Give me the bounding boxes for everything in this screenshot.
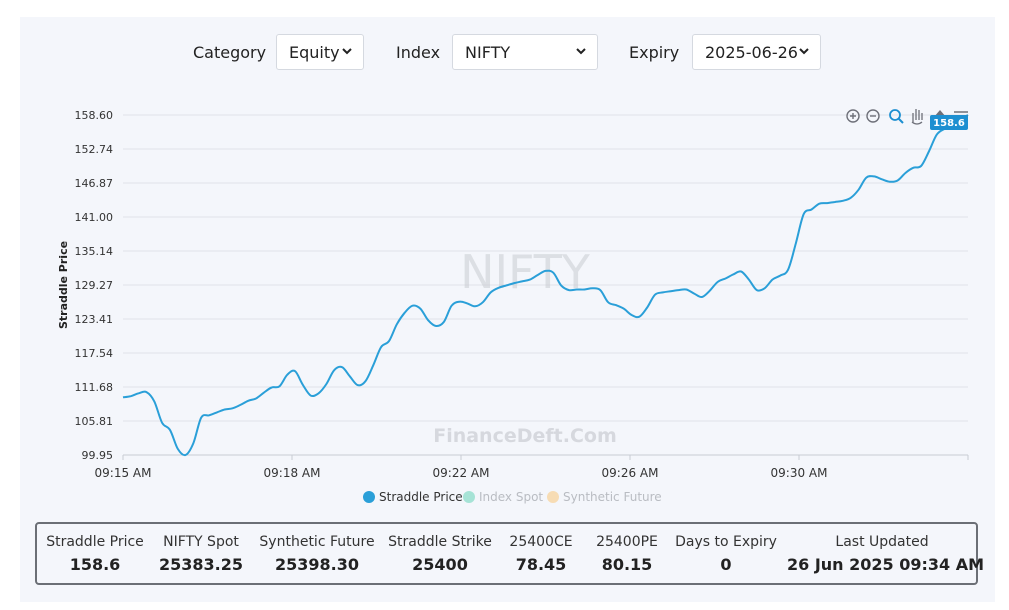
summary-put-premium: 25400PE 80.15 xyxy=(587,534,667,574)
category-select[interactable]: Equity xyxy=(276,34,364,70)
y-tick-label: 152.74 xyxy=(75,143,114,156)
summary-value: 26 Jun 2025 09:34 AM xyxy=(787,555,985,574)
summary-label: Days to Expiry xyxy=(675,534,777,550)
summary-value: 25398.30 xyxy=(274,555,359,574)
y-tick-label: 129.27 xyxy=(75,279,114,292)
summary-value: 25400 xyxy=(412,555,468,574)
brand-watermark: FinanceDeft.Com xyxy=(433,425,617,447)
y-tick-label: 146.87 xyxy=(75,177,114,190)
summary-synthetic-future: Synthetic Future 25398.30 xyxy=(249,534,385,574)
legend-item[interactable]: Straddle Price xyxy=(363,490,463,504)
chevron-down-icon xyxy=(799,48,809,55)
legend-item[interactable]: Index Spot xyxy=(463,490,543,504)
summary-label: Last Updated xyxy=(835,534,929,550)
summary-label: Synthetic Future xyxy=(259,534,375,550)
summary-last-updated: Last Updated 26 Jun 2025 09:34 AM xyxy=(787,534,985,574)
summary-label: 25400CE xyxy=(509,534,573,550)
summary-label: NIFTY Spot xyxy=(163,534,239,550)
summary-label: Straddle Price xyxy=(46,534,144,550)
straddle-chart: 158.60 152.74 146.87 141.00 135.14 129.27 123.… xyxy=(57,109,969,504)
x-tick-label: 09:15 AM xyxy=(95,466,152,480)
tooltip-value: 158.6 xyxy=(933,118,965,129)
pan-hand-icon[interactable] xyxy=(911,109,923,125)
summary-days-to-expiry: Days to Expiry 0 xyxy=(667,534,785,574)
x-axis-labels: 09:15 AM 09:18 AM 09:22 AM 09:26 AM 09:30 AM xyxy=(95,466,828,480)
zoom-in-icon[interactable] xyxy=(846,109,860,123)
y-tick-label: 123.41 xyxy=(75,313,114,326)
legend-label: Index Spot xyxy=(479,490,543,504)
y-tick-label: 99.95 xyxy=(82,449,114,462)
series-line-straddle-price xyxy=(122,114,969,457)
x-tick-label: 09:18 AM xyxy=(264,466,321,480)
straddle-panel: Category Equity Index NIFTY Expiry 2025-… xyxy=(20,17,995,602)
x-tick-label: 09:22 AM xyxy=(433,466,490,480)
summary-label: 25400PE xyxy=(596,534,658,550)
filter-bar: Category Equity Index NIFTY Expiry 2025-… xyxy=(20,34,995,70)
summary-call-premium: 25400CE 78.45 xyxy=(495,534,587,574)
summary-value: 80.15 xyxy=(601,555,653,574)
summary-label: Straddle Strike xyxy=(388,534,492,550)
legend-marker xyxy=(463,491,475,503)
index-select[interactable]: NIFTY xyxy=(452,34,598,70)
summary-value: 78.45 xyxy=(515,555,567,574)
summary-value: 0 xyxy=(720,555,732,574)
y-tick-label: 117.54 xyxy=(75,347,114,360)
y-axis-title: Straddle Price xyxy=(57,241,70,329)
summary-nifty-spot: NIFTY Spot 25383.25 xyxy=(153,534,249,574)
y-tick-label: 105.81 xyxy=(75,415,114,428)
expiry-label: Expiry xyxy=(629,43,680,62)
y-tick-label: 111.68 xyxy=(75,381,114,394)
y-tick-label: 135.14 xyxy=(75,245,114,258)
chart-grid xyxy=(122,114,969,460)
chart-legend: Straddle Price Index Spot Synthetic Future xyxy=(363,490,662,504)
legend-marker xyxy=(363,491,375,503)
category-select-value: Equity xyxy=(289,43,340,62)
legend-marker xyxy=(547,491,559,503)
search-zoom-icon[interactable] xyxy=(889,109,904,124)
index-label: Index xyxy=(396,43,441,62)
y-axis-labels: 158.60 152.74 146.87 141.00 135.14 129.27 123.… xyxy=(75,109,114,462)
chevron-down-icon xyxy=(342,48,352,55)
expiry-select[interactable]: 2025-06-26 xyxy=(692,34,821,70)
summary-value: 25383.25 xyxy=(158,555,243,574)
chart-toolbar: 158.6 xyxy=(846,109,968,130)
summary-straddle-strike: Straddle Strike 25400 xyxy=(385,534,495,574)
x-tick-label: 09:30 AM xyxy=(771,466,828,480)
summary-straddle-price: Straddle Price 158.6 xyxy=(37,534,153,574)
summary-bar: Straddle Price 158.6 NIFTY Spot 25383.25… xyxy=(35,522,985,585)
zoom-out-icon[interactable] xyxy=(866,109,880,123)
legend-label: Synthetic Future xyxy=(563,490,662,504)
index-select-value: NIFTY xyxy=(465,43,511,62)
legend-item[interactable]: Synthetic Future xyxy=(547,490,662,504)
legend-label: Straddle Price xyxy=(379,490,463,504)
y-tick-label: 141.00 xyxy=(75,211,114,224)
x-tick-label: 09:26 AM xyxy=(602,466,659,480)
summary-value: 158.6 xyxy=(69,555,121,574)
category-label: Category xyxy=(193,43,267,62)
chevron-down-icon xyxy=(576,48,586,55)
y-tick-label: 158.60 xyxy=(75,109,114,122)
expiry-select-value: 2025-06-26 xyxy=(705,43,798,62)
value-tooltip: 158.6 xyxy=(930,115,968,130)
